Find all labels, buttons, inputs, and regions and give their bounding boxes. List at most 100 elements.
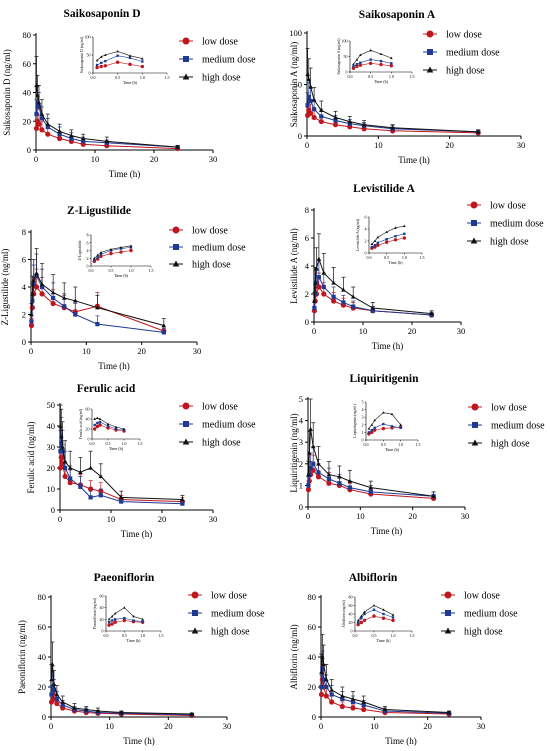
inset-data-point bbox=[373, 426, 376, 430]
inset-y-tick-label: 1 bbox=[362, 430, 364, 435]
data-point bbox=[312, 280, 318, 285]
data-point bbox=[305, 487, 312, 493]
data-point bbox=[340, 693, 345, 698]
data-point bbox=[361, 699, 366, 704]
data-point bbox=[446, 710, 452, 715]
data-point bbox=[347, 121, 352, 126]
inset-y-tick-label: 0 bbox=[89, 71, 91, 76]
panel-8: Albiflorin 0 10 20 30 0 20 40 60 80 Time (h) Albifl… bbox=[289, 572, 518, 746]
series-line bbox=[307, 74, 479, 133]
inset-data-point bbox=[370, 242, 374, 246]
inset-data-point bbox=[391, 616, 395, 619]
data-point bbox=[34, 273, 39, 279]
inset-data-point bbox=[113, 618, 117, 621]
data-point bbox=[320, 666, 325, 672]
data-point bbox=[39, 127, 45, 133]
inset-y-tick-label: 40 bbox=[100, 605, 104, 610]
series-line bbox=[320, 679, 450, 715]
data-point bbox=[316, 275, 321, 280]
legend-marker bbox=[472, 422, 478, 428]
data-point bbox=[308, 84, 313, 89]
inset-data-point bbox=[358, 63, 363, 67]
inset-data-point bbox=[103, 64, 108, 68]
inset-data-point bbox=[370, 423, 374, 426]
x-tick-label: 10 bbox=[359, 326, 368, 336]
data-point bbox=[54, 696, 59, 702]
inset-data-point bbox=[113, 620, 117, 624]
inset-data-point bbox=[355, 63, 359, 66]
inset-x-tick-label: 0.0 bbox=[367, 255, 372, 260]
inset-y-tick-label: 0 bbox=[362, 438, 364, 443]
inset-series-line bbox=[108, 607, 143, 620]
inset-x-tick-label: 0.5 bbox=[372, 633, 377, 638]
data-point bbox=[50, 290, 56, 295]
data-point bbox=[35, 92, 40, 98]
inset-data-point bbox=[110, 622, 114, 626]
series-line bbox=[320, 668, 450, 714]
y-tick-label: 60 bbox=[308, 622, 317, 632]
data-point bbox=[370, 305, 376, 310]
data-point bbox=[350, 696, 356, 701]
data-point bbox=[104, 138, 110, 144]
data-point bbox=[308, 466, 313, 471]
y-tick-label: 2 bbox=[299, 459, 303, 469]
data-point bbox=[119, 499, 124, 504]
data-point bbox=[29, 312, 34, 317]
inset-x-axis-label: Time (h) bbox=[123, 80, 138, 85]
inset-x-tick-label: 0.5 bbox=[115, 75, 120, 80]
data-point bbox=[67, 480, 73, 486]
inset-x-tick-label: 1.0 bbox=[398, 442, 403, 447]
legend-marker bbox=[471, 403, 479, 411]
inset-data-point bbox=[370, 430, 374, 435]
inset-data-point bbox=[399, 423, 402, 426]
data-point bbox=[67, 465, 73, 470]
data-point bbox=[54, 700, 60, 707]
series-line bbox=[313, 276, 432, 316]
panel-7: Paeoniflorin 0 10 20 30 0 20 40 60 80 Time (h) Paeo… bbox=[17, 572, 265, 746]
inset-chart: 0.0 0.5 1.0 1.5 0 50 100 Time (h) Saikosaponin A… bbox=[337, 38, 415, 84]
data-point bbox=[331, 298, 337, 304]
legend-marker bbox=[172, 260, 180, 267]
inset-data-point bbox=[359, 53, 362, 56]
chart-title: Paeoniflorin bbox=[94, 572, 155, 584]
inset-x-axis-label: Time (h) bbox=[114, 273, 129, 278]
inset-y-tick-label: 4 bbox=[87, 248, 89, 253]
data-point bbox=[326, 480, 332, 486]
data-point bbox=[306, 94, 311, 99]
inset-y-axis-label: Albiflorin (ng/ml) bbox=[342, 600, 346, 628]
legend-label: medium dose bbox=[192, 243, 246, 254]
inset-data-point bbox=[110, 615, 114, 618]
x-tick-label: 20 bbox=[423, 721, 432, 731]
inset-data-point bbox=[391, 613, 395, 616]
x-tick-label: 30 bbox=[209, 514, 218, 524]
data-point bbox=[339, 703, 345, 710]
y-tick-label: 0 bbox=[298, 131, 302, 141]
inset-data-point bbox=[113, 612, 117, 615]
y-tick-label: 0 bbox=[51, 505, 55, 515]
inset-data-point bbox=[369, 58, 372, 61]
inset-y-tick-label: 3 bbox=[362, 415, 364, 420]
series-line bbox=[59, 425, 183, 500]
inset-data-point bbox=[129, 244, 133, 247]
x-tick-label: 0 bbox=[312, 326, 316, 336]
series-line bbox=[307, 462, 434, 497]
inset-data-point bbox=[381, 616, 386, 620]
data-point bbox=[337, 474, 342, 479]
x-tick-label: 20 bbox=[164, 721, 173, 731]
data-point bbox=[368, 489, 373, 494]
inset-data-point bbox=[399, 426, 402, 430]
legend-label: high dose bbox=[211, 627, 250, 638]
inset-series-3 bbox=[370, 224, 406, 246]
inset-x-tick-label: 1.0 bbox=[402, 255, 407, 260]
inset-data-point bbox=[403, 232, 406, 235]
data-point bbox=[308, 426, 313, 432]
x-tick-label: 20 bbox=[445, 140, 454, 150]
data-point bbox=[333, 118, 338, 123]
inset-data-point bbox=[95, 65, 99, 70]
data-point bbox=[57, 135, 63, 142]
series-3 bbox=[305, 48, 481, 134]
legend-label: high dose bbox=[490, 237, 529, 248]
data-point bbox=[34, 270, 39, 276]
legend-marker bbox=[444, 627, 452, 634]
